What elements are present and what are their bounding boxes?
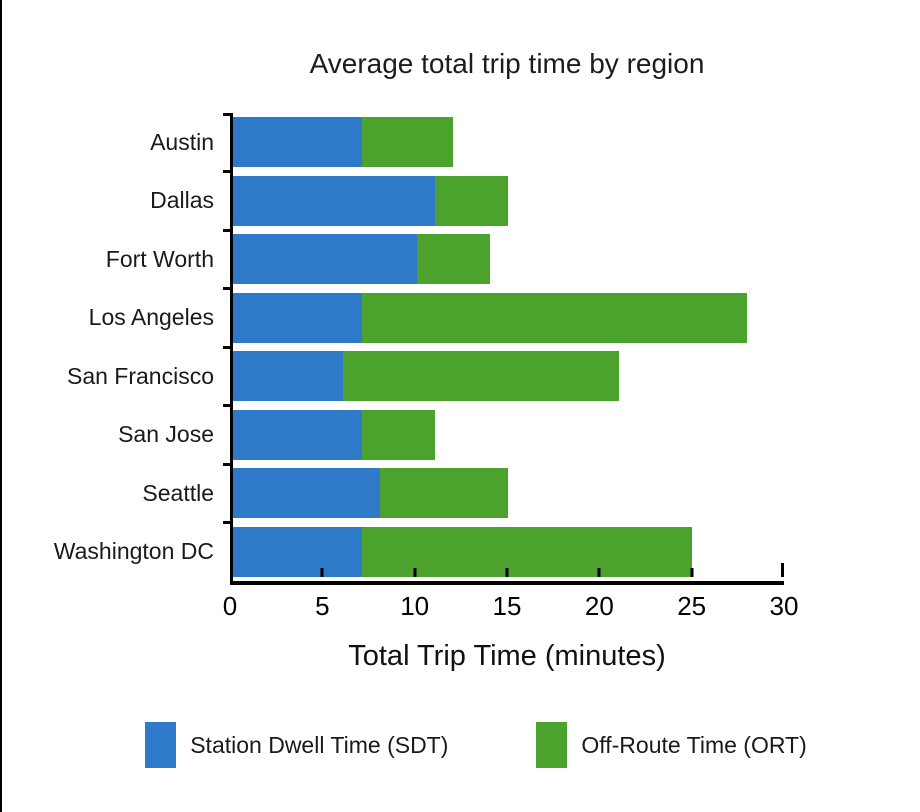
bar-segment-ort [361, 526, 693, 577]
bar-segment-ort [361, 409, 436, 460]
bar-rows: Austin Dallas Fort Worth Los Angeles San Fra… [2, 113, 784, 581]
sdt-legend-label: Station Dwell Time (SDT) [190, 731, 449, 758]
bar-segment-ort [361, 292, 748, 343]
bar-track [230, 409, 784, 460]
bar-track [230, 351, 784, 402]
x-axis-tick [320, 568, 324, 577]
bar-segment-ort [416, 234, 491, 285]
bar-row: Fort Worth [2, 230, 784, 289]
ort-swatch [536, 722, 568, 768]
y-axis-tick [223, 404, 230, 407]
x-axis-tick [690, 568, 694, 577]
sdt-swatch [145, 722, 177, 768]
x-tick-label: 25 [677, 591, 707, 621]
category-label: Fort Worth [105, 245, 214, 272]
bar-row: Washington DC [2, 523, 784, 582]
y-axis-tick [223, 521, 230, 524]
x-tick-label: 0 [222, 591, 238, 621]
bar-track [230, 468, 784, 519]
bar-segment-sdt [233, 468, 380, 519]
category-label: Los Angeles [88, 304, 214, 331]
bar-row: Los Angeles [2, 289, 784, 348]
y-axis-tick [223, 228, 230, 232]
x-axis-tick [413, 568, 417, 577]
bar-segment-ort [379, 468, 509, 519]
x-axis-ticks [230, 563, 784, 581]
bar-row: Seattle [2, 464, 784, 523]
bar-track [230, 292, 784, 343]
bar-segment-ort [435, 175, 509, 226]
bar-segment-sdt [233, 175, 436, 226]
y-axis-tick [223, 287, 230, 290]
bar-segment-ort [361, 117, 454, 168]
category-label: Washington DC [53, 538, 214, 565]
y-axis-tick [223, 113, 230, 116]
x-tick-label: 10 [400, 591, 430, 621]
bar-row: San Jose [2, 406, 784, 465]
bar-track [230, 234, 784, 285]
x-tick-label: 5 [315, 591, 330, 621]
y-axis-tick [223, 462, 230, 466]
bar-track [230, 117, 784, 168]
x-tick-label: 20 [584, 591, 614, 621]
bar-segment-ort [343, 351, 619, 402]
bar-segment-sdt [233, 234, 417, 285]
category-label: Seattle [142, 479, 214, 506]
x-tick-label: 30 [769, 591, 799, 621]
x-axis-endcap [781, 563, 784, 577]
bar-segment-sdt [233, 526, 362, 577]
y-axis-tick [223, 170, 230, 173]
x-axis-tick [505, 568, 509, 577]
x-axis-tick [597, 568, 601, 577]
bar-row: Austin [2, 113, 784, 172]
plot-area: Austin Dallas Fort Worth Los Angeles San Fra… [2, 113, 784, 581]
x-axis-title: Total Trip Time (minutes) [348, 640, 666, 672]
y-axis-tick [223, 345, 230, 349]
legend-item-sdt: Station Dwell Time (SDT) [145, 722, 448, 768]
ort-legend-label: Off-Route Time (ORT) [581, 731, 807, 758]
bar-track [230, 175, 784, 226]
legend: Station Dwell Time (SDT) Off-Route Time … [2, 722, 920, 768]
chart-title: Average total trip time by region [309, 48, 705, 79]
bar-segment-sdt [233, 409, 362, 460]
bar-track [230, 526, 784, 577]
x-tick-labels: 0 5 10 15 20 25 30 [223, 591, 799, 621]
bar-segment-sdt [233, 292, 362, 343]
bar-segment-sdt [233, 117, 362, 168]
category-label: San Jose [118, 421, 214, 448]
category-label: Austin [150, 128, 214, 155]
legend-item-ort: Off-Route Time (ORT) [536, 722, 807, 768]
category-label: Dallas [150, 187, 214, 214]
category-label: San Francisco [66, 362, 214, 389]
bar-row: San Francisco [2, 347, 784, 406]
x-axis-line [230, 581, 784, 585]
x-tick-label: 15 [492, 591, 522, 621]
bar-segment-sdt [233, 351, 344, 402]
y-axis-line [230, 113, 233, 581]
bar-row: Dallas [2, 172, 784, 231]
